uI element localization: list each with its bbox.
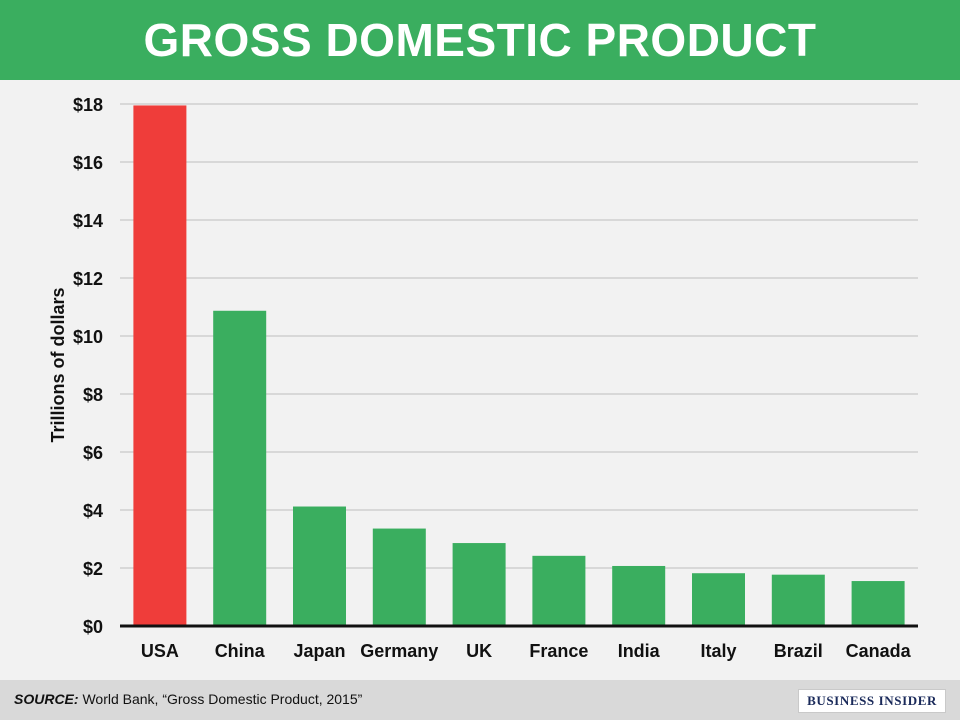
bar <box>851 581 905 626</box>
source-text: World Bank, “Gross Domestic Product, 201… <box>78 691 363 707</box>
x-tick-label: Italy <box>700 641 736 661</box>
y-tick-label: $4 <box>83 501 103 521</box>
footer: SOURCE: World Bank, “Gross Domestic Prod… <box>0 680 960 720</box>
bar <box>612 565 666 626</box>
business-insider-logo: BUSINESS INSIDER <box>798 689 946 713</box>
y-tick-label: $8 <box>83 385 103 405</box>
y-tick-label: $10 <box>73 327 103 347</box>
bar <box>213 310 267 626</box>
x-tick-label: Canada <box>846 641 912 661</box>
y-axis-label: Trillions of dollars <box>48 287 68 442</box>
source-note: SOURCE: World Bank, “Gross Domestic Prod… <box>14 691 362 707</box>
bar <box>133 105 187 626</box>
y-tick-label: $6 <box>83 443 103 463</box>
x-tick-label: Brazil <box>774 641 823 661</box>
y-tick-label: $14 <box>73 211 103 231</box>
x-tick-label: Japan <box>293 641 345 661</box>
source-label: SOURCE: <box>14 691 79 707</box>
y-tick-label: $12 <box>73 269 103 289</box>
bar-chart: $0 $2 $4 $6 $8 $10 $12 $14 $16 $18 Trillions of do… <box>48 95 918 661</box>
bar <box>771 574 825 626</box>
chart-header: GROSS DOMESTIC PRODUCT <box>0 0 960 80</box>
x-tick-label: France <box>529 641 588 661</box>
y-tick-label: $0 <box>83 617 103 637</box>
y-tick-label: $18 <box>73 95 103 115</box>
y-tick-label: $2 <box>83 559 103 579</box>
x-tick-label: USA <box>141 641 179 661</box>
y-tick-label: $16 <box>73 153 103 173</box>
x-tick-label: China <box>215 641 266 661</box>
chart-area: $0 $2 $4 $6 $8 $10 $12 $14 $16 $18 Trillions of do… <box>0 80 960 680</box>
bar <box>293 506 346 626</box>
bar <box>372 528 426 626</box>
chart-title: GROSS DOMESTIC PRODUCT <box>143 14 817 66</box>
bar <box>532 555 586 626</box>
x-tick-label: Germany <box>360 641 438 661</box>
x-tick-label: UK <box>466 641 492 661</box>
bar <box>452 543 506 626</box>
x-tick-label: India <box>618 641 661 661</box>
bar <box>692 573 745 626</box>
